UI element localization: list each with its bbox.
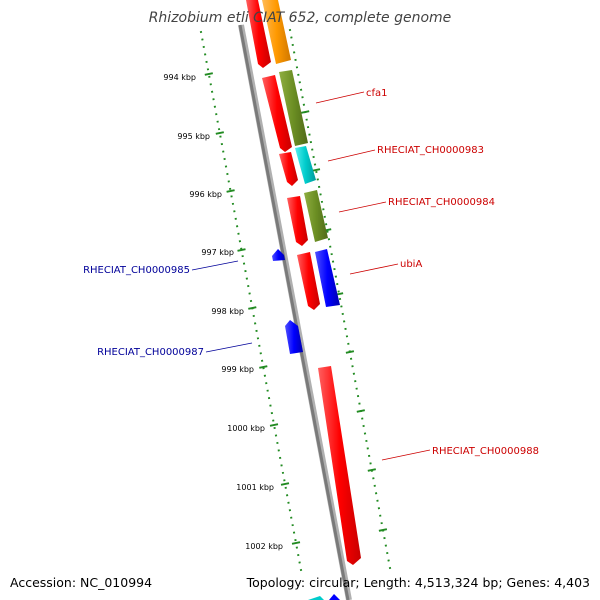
- scale-labels: 994 kbp 995 kbp 996 kbp 997 kbp 998 kbp …: [163, 73, 283, 551]
- feature-olive-2[interactable]: [304, 190, 328, 242]
- forward-major-tick-5: [356, 409, 365, 413]
- scale-label-996: 996 kbp: [189, 190, 222, 199]
- label-rheciat-ch0000983[interactable]: RHECIAT_CH0000983: [377, 145, 484, 156]
- outer-ring-features: [262, 0, 340, 600]
- gene-red-ubia[interactable]: [297, 252, 320, 310]
- scale-label-998: 998 kbp: [211, 307, 244, 316]
- gene-red-rheciat-ch0000988[interactable]: [318, 366, 361, 565]
- leader-rheciat-ch0000987: [205, 342, 253, 353]
- scale-label-1002: 1002 kbp: [245, 542, 283, 551]
- genome-summary-text: Topology: circular; Length: 4,513,324 bp…: [246, 575, 590, 590]
- scale-major-tick-8: [291, 541, 301, 545]
- forward-tick-track: [288, 28, 392, 570]
- label-rheciat-ch0000987[interactable]: RHECIAT_CH0000987: [97, 347, 204, 358]
- leader-ubia: [349, 263, 399, 275]
- leader-rheciat-ch0000985: [191, 260, 239, 271]
- leader-rheciat-ch0000984: [338, 201, 387, 213]
- reverse-gene-labels: RHECIAT_CH0000985 RHECIAT_CH0000987: [83, 260, 253, 358]
- gene-blue-rheciat-ch0000985[interactable]: [272, 249, 285, 261]
- gene-red-cfa1[interactable]: [262, 75, 292, 152]
- feature-olive-1[interactable]: [279, 70, 308, 146]
- gene-red-rheciat-ch0000984[interactable]: [287, 196, 308, 246]
- scale-major-tick-7: [280, 482, 290, 486]
- leader-cfa1: [315, 91, 365, 104]
- feature-blue-ubia[interactable]: [315, 249, 340, 307]
- forward-gene-features: [246, 0, 361, 565]
- gene-blue-bottom: [329, 594, 340, 600]
- forward-major-tick-4: [345, 350, 355, 354]
- forward-major-tick-0: [301, 110, 310, 114]
- scale-major-tick-5: [259, 365, 268, 369]
- scale-label-997: 997 kbp: [201, 248, 234, 257]
- scale-label-1001: 1001 kbp: [236, 483, 274, 492]
- leader-rheciat-ch0000988: [381, 449, 431, 461]
- forward-major-tick-7: [378, 528, 388, 532]
- scale-label-999: 999 kbp: [221, 365, 254, 374]
- forward-gene-labels: cfa1 RHECIAT_CH0000983 RHECIAT_CH0000984…: [315, 88, 539, 461]
- label-cfa1[interactable]: cfa1: [366, 88, 388, 99]
- scale-major-tick-2: [226, 189, 235, 193]
- accession-text: Accession: NC_010994: [10, 575, 153, 590]
- scale-major-tick-4: [248, 306, 257, 310]
- label-ubia[interactable]: ubiA: [400, 259, 422, 270]
- forward-major-tick-1: [311, 168, 321, 172]
- forward-major-tick-6: [367, 468, 376, 472]
- genome-backbone-core: [238, 24, 350, 600]
- map-title: Rhizobium etli CIAT 652, complete genome: [148, 10, 452, 26]
- scale-major-tick-6: [269, 423, 279, 427]
- scale-major-tick-3: [237, 248, 246, 252]
- feature-cyan-bottom: [308, 596, 324, 600]
- gene-blue-rheciat-ch0000987[interactable]: [285, 320, 303, 354]
- feature-cyan[interactable]: [295, 146, 316, 184]
- scale-label-995: 995 kbp: [177, 132, 210, 141]
- scale-major-tick-0: [204, 72, 213, 76]
- scale-major-tick-1: [215, 131, 224, 135]
- scale-label-1000: 1000 kbp: [227, 424, 265, 433]
- gene-red-1[interactable]: [246, 0, 271, 68]
- label-rheciat-ch0000988[interactable]: RHECIAT_CH0000988: [432, 446, 539, 457]
- gene-red-rheciat-ch0000983[interactable]: [279, 152, 298, 186]
- label-rheciat-ch0000985[interactable]: RHECIAT_CH0000985: [83, 265, 190, 276]
- leader-rheciat-ch0000983: [327, 149, 376, 162]
- scale-label-994: 994 kbp: [163, 73, 196, 82]
- scale-tick-track: [199, 30, 303, 572]
- reverse-gene-features: [272, 249, 340, 600]
- feature-orange[interactable]: [262, 0, 291, 64]
- label-rheciat-ch0000984[interactable]: RHECIAT_CH0000984: [388, 197, 495, 208]
